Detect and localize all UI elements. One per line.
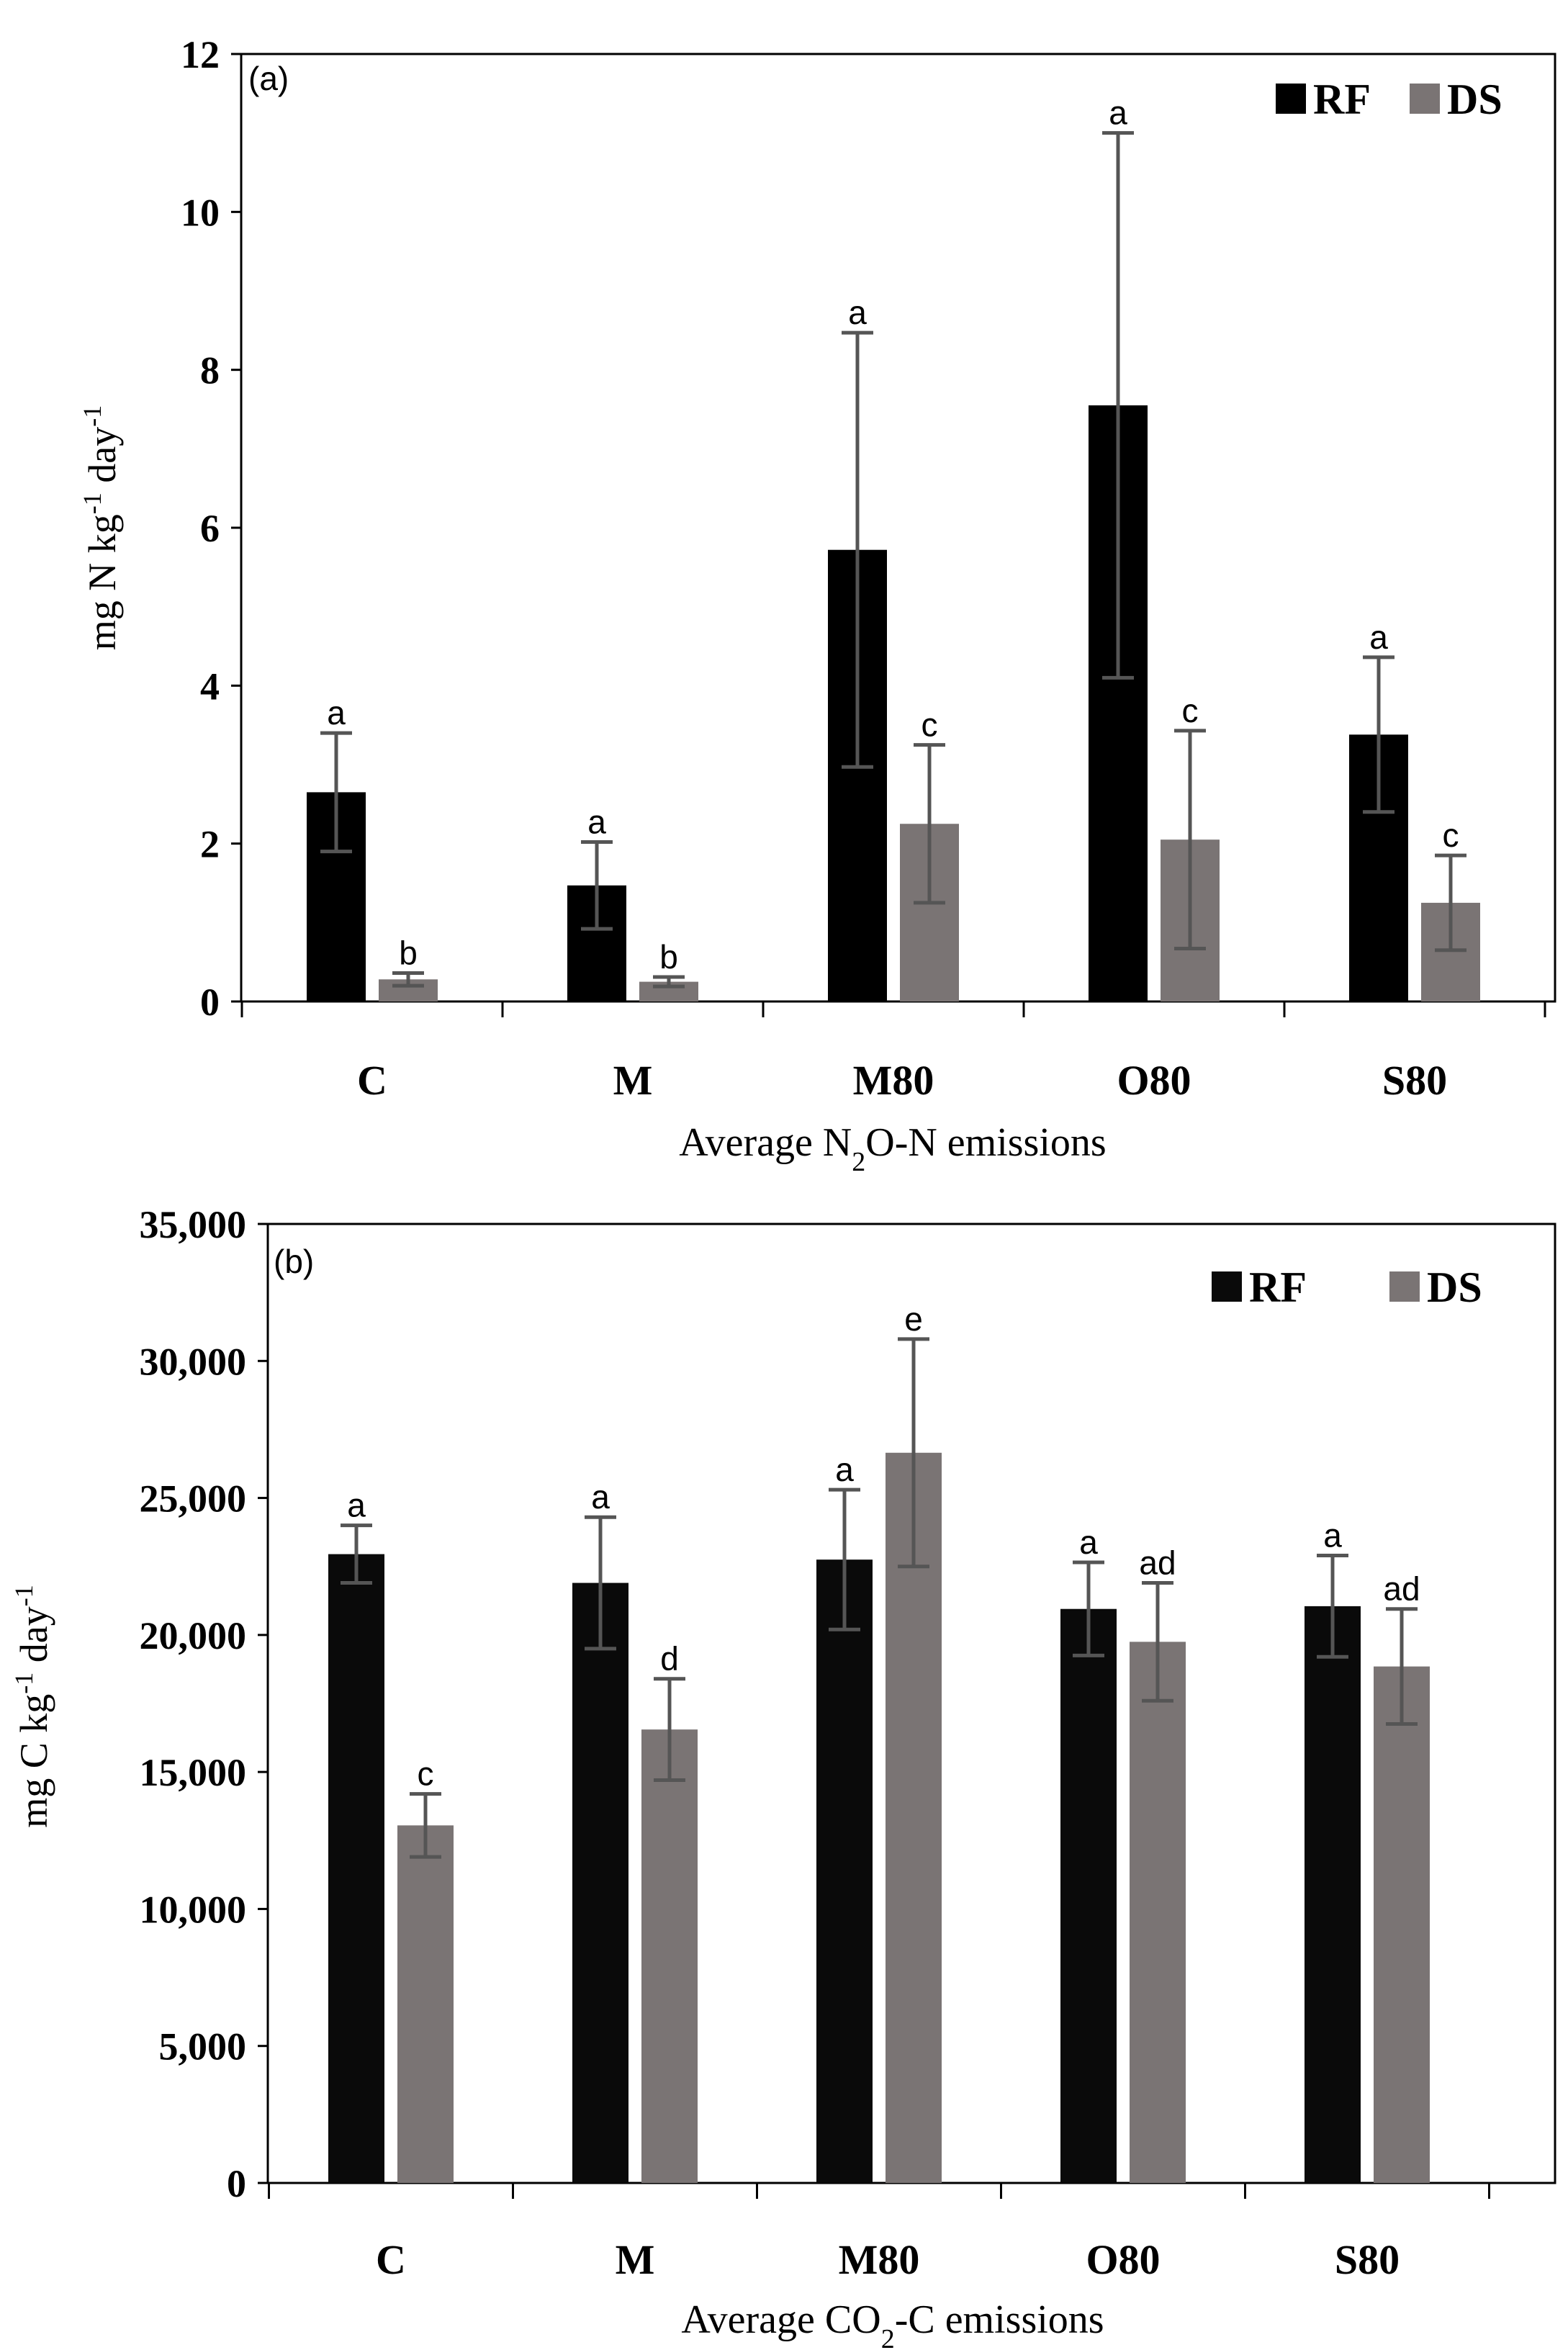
panel-b-co2-chart: 0 5,000 10,000 15,000 20,000 25,000 30,000 35,0…: [9, 1203, 1555, 2350]
legend-label-rf: RF: [1313, 76, 1371, 123]
category-label: C: [357, 1057, 387, 1104]
bar-rf-m80: [816, 1559, 873, 2183]
legend-label-rf: RF: [1249, 1264, 1307, 1311]
bar-rf-o80: [1060, 1609, 1117, 2183]
significance-label: c: [418, 1755, 434, 1793]
x-title-part: O-N emissions: [865, 1120, 1106, 1165]
y-tick-label: 0: [200, 981, 220, 1024]
category-label: M: [616, 2236, 655, 2283]
significance-label: d: [660, 1640, 679, 1678]
significance-label: a: [1079, 1523, 1098, 1561]
x-title-part: Average N: [679, 1120, 852, 1165]
category-label: S80: [1335, 2236, 1400, 2283]
significance-label: a: [591, 1478, 610, 1516]
bar-rf-m: [572, 1583, 628, 2183]
x-title-part: -C emissions: [895, 2297, 1104, 2342]
legend-swatch-ds: [1410, 84, 1440, 114]
legend-swatch-rf: [1212, 1271, 1242, 1302]
category-label: M80: [853, 1057, 934, 1104]
significance-label: c: [1443, 816, 1459, 854]
y-tick-label: 4: [200, 665, 220, 708]
y-title-superscript: -1: [9, 1585, 38, 1606]
y-tick-label: 6: [200, 507, 220, 550]
category-label: C: [376, 2236, 406, 2283]
y-tick-label: 10,000: [140, 1888, 247, 1931]
category-label: O80: [1117, 1057, 1191, 1104]
significance-label: e: [904, 1300, 923, 1338]
bar-ds-m: [641, 1729, 698, 2183]
significance-label: a: [347, 1487, 366, 1524]
legend-swatch-ds: [1389, 1271, 1420, 1302]
y-tick-label: 2: [200, 823, 220, 866]
significance-label: a: [848, 294, 867, 331]
significance-label: c: [1182, 692, 1199, 729]
legend-swatch-rf: [1276, 84, 1306, 114]
y-title-part: day: [12, 1606, 55, 1672]
x-axis-title: Average N2O-N emissions: [679, 1120, 1106, 1177]
y-title-part: day: [81, 427, 124, 492]
bar-ds-o80: [1130, 1642, 1186, 2183]
legend-label-ds: DS: [1447, 76, 1502, 123]
y-tick-label: 30,000: [140, 1340, 247, 1383]
y-tick-label: 12: [181, 33, 220, 76]
significance-label: c: [922, 706, 938, 744]
bar-rf-c: [328, 1554, 384, 2183]
significance-label: a: [1323, 1516, 1342, 1554]
y-title-part: mg N kg: [81, 514, 124, 650]
bar-ds-s80: [1374, 1667, 1430, 2183]
category-label: M: [613, 1057, 653, 1104]
y-axis-title: mg C kg-1 day-1: [9, 1585, 55, 1828]
significance-label: a: [1369, 618, 1388, 656]
panel-label: (b): [274, 1243, 314, 1280]
significance-label: ad: [1383, 1570, 1420, 1608]
y-title-superscript: -1: [78, 492, 107, 514]
bar-ds-c: [397, 1825, 454, 2183]
category-label: M80: [839, 2236, 920, 2283]
y-tick-label: 35,000: [140, 1203, 247, 1246]
significance-label: a: [835, 1451, 854, 1488]
x-axis-title: Average CO2-C emissions: [681, 2297, 1104, 2350]
y-tick-label: 20,000: [140, 1614, 247, 1657]
y-tick-label: 0: [227, 2162, 246, 2205]
significance-label: a: [327, 694, 346, 731]
panel-label: (a): [248, 60, 289, 97]
y-tick-label: 25,000: [140, 1477, 247, 1521]
y-tick-label: 10: [181, 191, 220, 234]
significance-label: b: [659, 938, 678, 976]
y-title-superscript: -1: [9, 1673, 38, 1694]
y-title-part: mg C kg: [12, 1694, 55, 1828]
significance-label: b: [399, 935, 418, 972]
x-title-subscript: 2: [881, 2324, 895, 2350]
y-title-superscript: -1: [78, 405, 107, 427]
x-title-part: Average CO: [681, 2297, 880, 2342]
category-label: O80: [1086, 2236, 1160, 2283]
category-label: S80: [1382, 1057, 1447, 1104]
x-title-subscript: 2: [852, 1147, 865, 1177]
significance-label: ad: [1139, 1544, 1176, 1582]
legend-label-ds: DS: [1427, 1264, 1482, 1311]
significance-label: a: [1109, 94, 1127, 132]
bar-rf-s80: [1305, 1606, 1361, 2183]
y-tick-label: 8: [200, 349, 220, 392]
y-tick-label: 15,000: [140, 1751, 247, 1794]
significance-label: a: [587, 803, 606, 840]
y-axis-title: mg N kg-1 day-1: [78, 405, 124, 650]
y-tick-label: 5,000: [159, 2025, 247, 2068]
